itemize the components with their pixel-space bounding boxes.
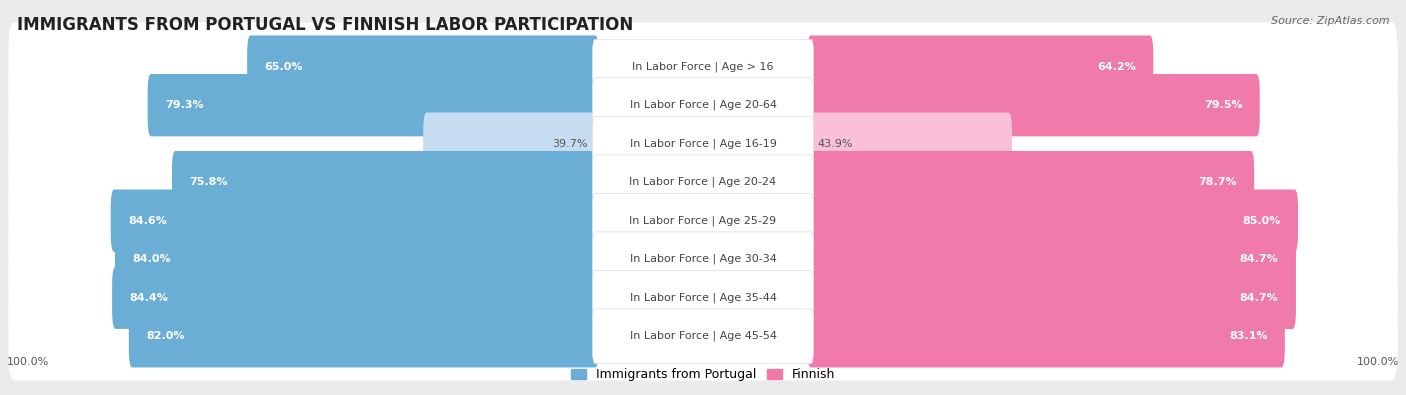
Text: 100.0%: 100.0%: [7, 357, 49, 367]
FancyBboxPatch shape: [111, 190, 599, 252]
Text: 79.5%: 79.5%: [1204, 100, 1243, 110]
FancyBboxPatch shape: [592, 78, 814, 132]
Text: In Labor Force | Age 30-34: In Labor Force | Age 30-34: [630, 254, 776, 265]
Text: In Labor Force | Age 45-54: In Labor Force | Age 45-54: [630, 331, 776, 342]
FancyBboxPatch shape: [148, 74, 599, 136]
FancyBboxPatch shape: [8, 292, 1398, 380]
FancyBboxPatch shape: [8, 138, 1398, 226]
Text: 64.2%: 64.2%: [1097, 62, 1136, 71]
FancyBboxPatch shape: [8, 23, 1398, 111]
Text: In Labor Force | Age 16-19: In Labor Force | Age 16-19: [630, 138, 776, 149]
FancyBboxPatch shape: [592, 232, 814, 286]
FancyBboxPatch shape: [8, 61, 1398, 149]
FancyBboxPatch shape: [112, 267, 599, 329]
Text: 65.0%: 65.0%: [264, 62, 304, 71]
FancyBboxPatch shape: [592, 194, 814, 248]
FancyBboxPatch shape: [8, 254, 1398, 342]
FancyBboxPatch shape: [807, 305, 1285, 367]
FancyBboxPatch shape: [592, 309, 814, 363]
FancyBboxPatch shape: [8, 177, 1398, 265]
FancyBboxPatch shape: [807, 151, 1254, 213]
Text: IMMIGRANTS FROM PORTUGAL VS FINNISH LABOR PARTICIPATION: IMMIGRANTS FROM PORTUGAL VS FINNISH LABO…: [17, 16, 633, 34]
Text: 84.0%: 84.0%: [132, 254, 172, 264]
FancyBboxPatch shape: [807, 190, 1298, 252]
Text: 84.7%: 84.7%: [1240, 254, 1278, 264]
FancyBboxPatch shape: [423, 113, 599, 175]
FancyBboxPatch shape: [807, 36, 1153, 98]
FancyBboxPatch shape: [247, 36, 599, 98]
FancyBboxPatch shape: [8, 100, 1398, 188]
FancyBboxPatch shape: [807, 74, 1260, 136]
FancyBboxPatch shape: [115, 228, 599, 290]
Text: Source: ZipAtlas.com: Source: ZipAtlas.com: [1271, 16, 1389, 26]
Text: 85.0%: 85.0%: [1243, 216, 1281, 226]
Text: 39.7%: 39.7%: [553, 139, 588, 149]
Text: 84.7%: 84.7%: [1240, 293, 1278, 303]
FancyBboxPatch shape: [592, 117, 814, 171]
FancyBboxPatch shape: [8, 215, 1398, 303]
Text: In Labor Force | Age > 16: In Labor Force | Age > 16: [633, 61, 773, 72]
FancyBboxPatch shape: [807, 228, 1296, 290]
Text: 84.4%: 84.4%: [129, 293, 169, 303]
Text: 75.8%: 75.8%: [190, 177, 228, 187]
Text: In Labor Force | Age 25-29: In Labor Force | Age 25-29: [630, 215, 776, 226]
Text: In Labor Force | Age 20-24: In Labor Force | Age 20-24: [630, 177, 776, 188]
Text: 78.7%: 78.7%: [1198, 177, 1237, 187]
Text: In Labor Force | Age 20-64: In Labor Force | Age 20-64: [630, 100, 776, 111]
FancyBboxPatch shape: [592, 271, 814, 325]
FancyBboxPatch shape: [129, 305, 599, 367]
FancyBboxPatch shape: [592, 155, 814, 209]
Text: 100.0%: 100.0%: [1357, 357, 1399, 367]
FancyBboxPatch shape: [807, 113, 1012, 175]
Text: 43.9%: 43.9%: [818, 139, 853, 149]
Text: 79.3%: 79.3%: [165, 100, 204, 110]
Text: 83.1%: 83.1%: [1229, 331, 1267, 341]
FancyBboxPatch shape: [807, 267, 1296, 329]
FancyBboxPatch shape: [172, 151, 599, 213]
Text: 82.0%: 82.0%: [146, 331, 184, 341]
Text: In Labor Force | Age 35-44: In Labor Force | Age 35-44: [630, 292, 776, 303]
FancyBboxPatch shape: [592, 40, 814, 94]
Text: 84.6%: 84.6%: [128, 216, 167, 226]
Legend: Immigrants from Portugal, Finnish: Immigrants from Portugal, Finnish: [567, 363, 839, 386]
